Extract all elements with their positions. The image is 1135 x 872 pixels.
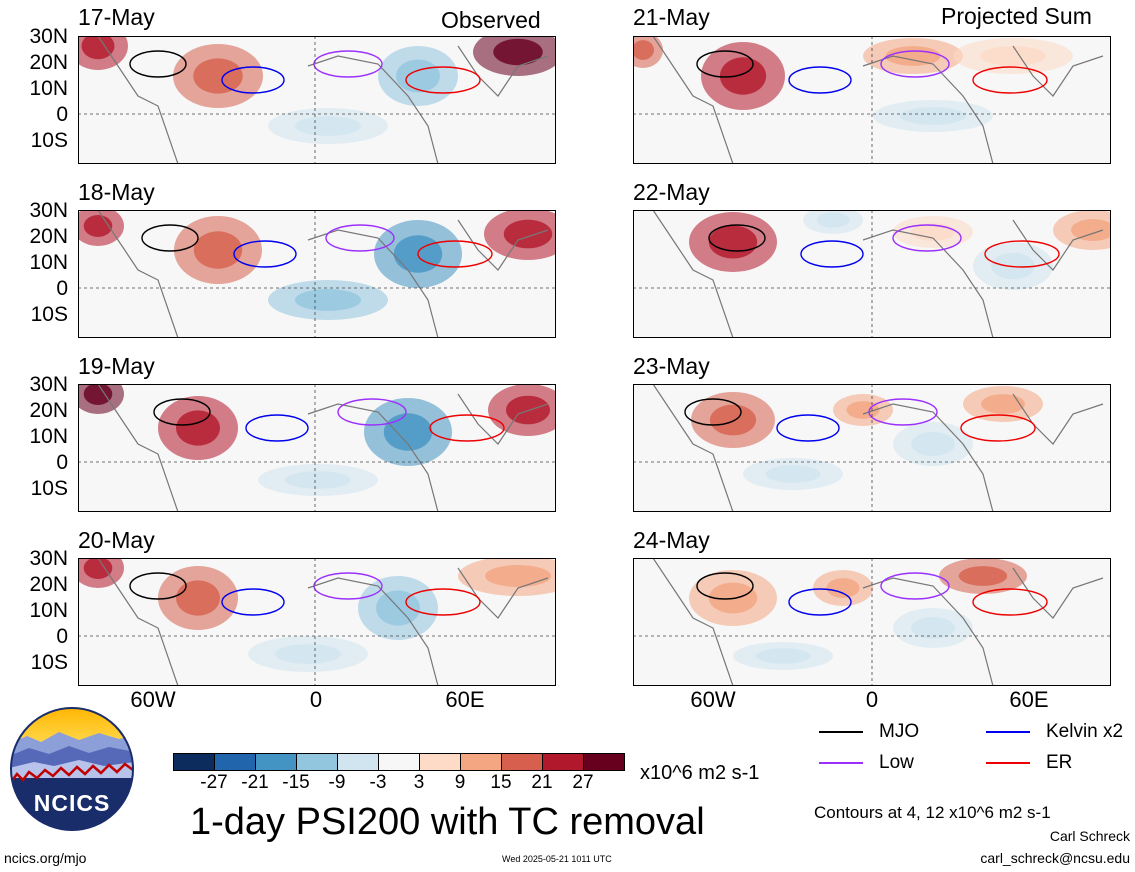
figure-title: 1-day PSI200 with TC removal [190,801,705,843]
projected-sum-title: Projected Sum [941,3,1092,29]
lat-label: 10N [29,251,68,274]
colorbar-swatch [296,753,338,771]
colorbar-swatch [214,753,256,771]
map-panel-projected-23-may [633,384,1111,512]
colorbar-swatch [173,753,215,771]
colorbar-swatch [255,753,297,771]
colorbar-label: 15 [490,772,512,793]
lat-label: 10S [30,477,68,500]
lat-label: 20N [29,399,68,422]
author-name: Carl Schreck [1049,828,1130,844]
lat-label: 20N [29,225,68,248]
timestamp: Wed 2025-05-21 1011 UTC [502,854,612,864]
lon-label-left-60e: 60E [445,687,485,712]
legend-label-er: ER [1046,752,1073,773]
panel-date-right-3: 23-May [633,353,710,379]
legend-label-mjo: MJO [879,721,920,742]
panel-date-left-4: 20-May [78,527,155,553]
colorbar-swatch [542,753,584,771]
lat-label: 10N [29,599,68,622]
lat-label: 30N [29,25,68,48]
colorbar-units: x10^6 m2 s-1 [640,762,760,784]
map-panel-observed-18-may [78,210,556,338]
panel-date-right-2: 22-May [633,179,710,205]
colorbar-label: -3 [369,772,387,793]
site-url: ncics.org/mjo [4,850,87,866]
lon-label-left-0: 0 [309,687,323,712]
lat-label: 30N [29,547,68,570]
lat-label: 0 [56,103,68,126]
lon-label-right-60w: 60W [690,687,736,712]
lat-label: 10S [30,303,68,326]
legend-swatch-kelvin [986,731,1030,733]
colorbar-swatch [378,753,420,771]
lat-label: 20N [29,51,68,74]
colorbar-label: -21 [241,772,269,793]
legend-swatch-er [986,762,1030,764]
logo-text: NCICS [33,790,111,816]
lat-label: 10S [30,651,68,674]
colorbar-label: -9 [328,772,346,793]
colorbar-swatch [583,753,625,771]
lat-label: 30N [29,199,68,222]
legend-swatch-mjo [819,731,863,733]
panel-date-right-1: 21-May [633,4,710,30]
colorbar-label: -15 [282,772,310,793]
lat-label: 20N [29,573,68,596]
colorbar-label: 21 [531,772,553,793]
colorbar-swatch [460,753,502,771]
map-panel-observed-17-may [78,36,556,164]
panel-date-left-2: 18-May [78,179,155,205]
legend-label-low: Low [879,752,914,773]
colorbar-label: 9 [454,772,466,793]
lat-label: 0 [56,625,68,648]
lon-label-right-0: 0 [865,687,879,712]
author-email: carl_schreck@ncsu.edu [980,850,1130,866]
colorbar-swatch [501,753,543,771]
lat-label: 0 [56,277,68,300]
map-panel-projected-21-may [633,36,1111,164]
lon-label-right-60e: 60E [1009,687,1049,712]
colorbar-label: 3 [413,772,425,793]
observed-title: Observed [441,7,541,33]
legend-label-kelvin: Kelvin x2 [1046,721,1124,742]
colorbar-label: -27 [200,772,228,793]
panel-date-left-1: 17-May [78,4,155,30]
panel-date-left-3: 19-May [78,353,155,379]
lat-label: 30N [29,373,68,396]
ncics-logo: NCICS [9,706,135,837]
map-panel-projected-22-may [633,210,1111,338]
map-panel-projected-24-may [633,558,1111,686]
lon-label-left-60w: 60W [130,687,176,712]
lat-label: 10N [29,425,68,448]
map-panel-observed-20-may [78,558,556,686]
contour-note: Contours at 4, 12 x10^6 m2 s-1 [814,803,1051,822]
colorbar-swatch [337,753,379,771]
panel-date-right-4: 24-May [633,527,710,553]
colorbar-label: 27 [572,772,594,793]
map-panel-observed-19-may [78,384,556,512]
colorbar-swatch [419,753,461,771]
legend-swatch-low [819,762,863,764]
lat-label: 10N [29,77,68,100]
lat-label: 10S [30,129,68,152]
lat-label: 0 [56,451,68,474]
